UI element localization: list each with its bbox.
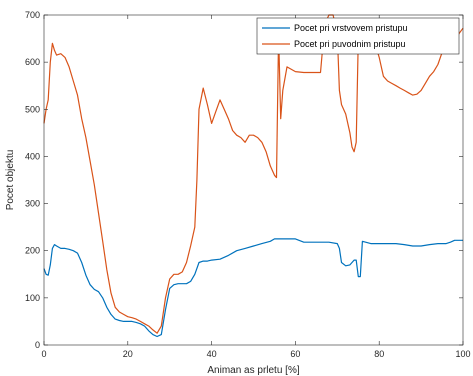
legend-box bbox=[256, 17, 460, 55]
y-tick-label: 0 bbox=[35, 340, 40, 350]
series-line-vrstvovem bbox=[43, 238, 463, 338]
series-line-puvodnim bbox=[43, 14, 464, 334]
plot-background bbox=[44, 15, 463, 345]
x-tick-label: 80 bbox=[374, 349, 384, 359]
y-axis-ticks: 0 100 200 300 400 500 600 700 bbox=[25, 10, 463, 350]
x-axis-ticks: 0 20 40 60 80 100 bbox=[41, 15, 471, 359]
x-tick-label: 20 bbox=[123, 349, 133, 359]
y-tick-label: 100 bbox=[25, 293, 40, 303]
x-tick-label: 0 bbox=[41, 349, 46, 359]
y-tick-label: 300 bbox=[25, 199, 40, 209]
legend-label-puvodnim: Pocet pri puvodnim pristupu bbox=[294, 39, 406, 49]
y-tick-label: 400 bbox=[25, 151, 40, 161]
x-tick-label: 40 bbox=[207, 349, 217, 359]
y-axis-title: Pocet objektu bbox=[5, 150, 16, 211]
y-tick-label: 200 bbox=[25, 246, 40, 256]
y-tick-label: 500 bbox=[25, 104, 40, 114]
x-tick-label: 60 bbox=[290, 349, 300, 359]
legend-label-vrstvovem: Pocet pri vrstvovem pristupu bbox=[294, 23, 408, 33]
x-axis-title: Animan as prletu [%] bbox=[207, 365, 299, 376]
y-tick-label: 600 bbox=[25, 57, 40, 67]
x-tick-label: 100 bbox=[455, 349, 470, 359]
plot-frame bbox=[43, 14, 464, 346]
legend: Pocet pri vrstvovem pristupu Pocet pri p… bbox=[256, 17, 460, 55]
y-tick-label: 700 bbox=[25, 10, 40, 20]
series-layer bbox=[43, 14, 464, 338]
